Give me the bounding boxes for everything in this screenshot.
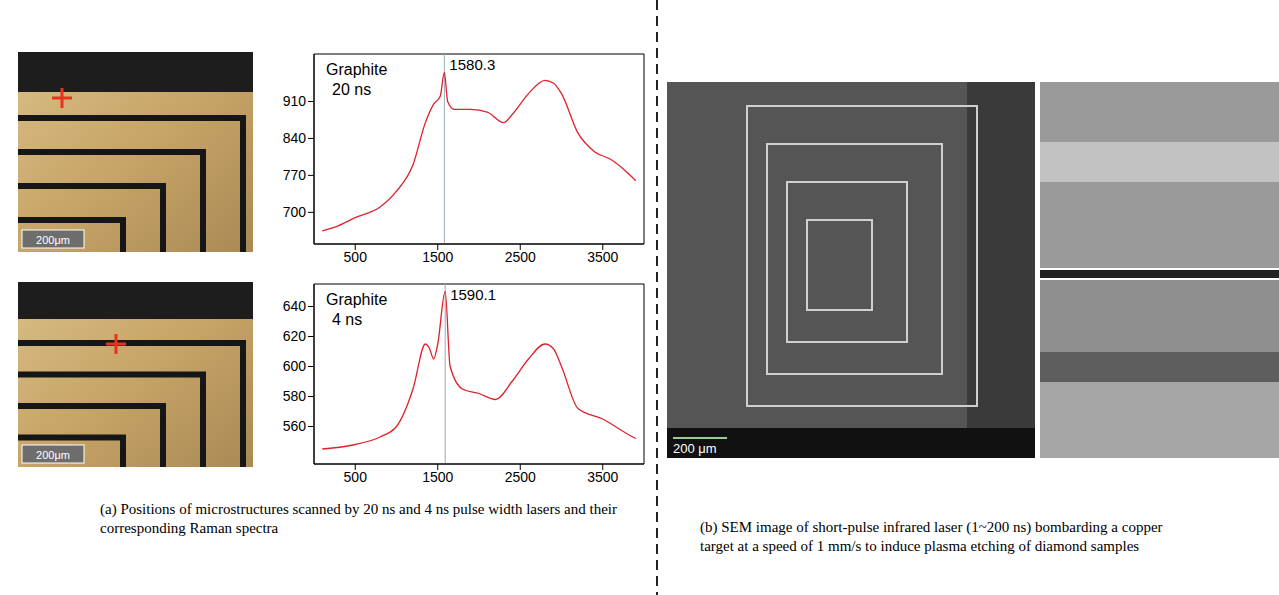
svg-text:770: 770	[283, 167, 307, 183]
svg-text:200μm: 200μm	[36, 449, 70, 461]
html-text:Graphite: Graphite	[326, 61, 388, 78]
svg-text:500: 500	[344, 249, 368, 265]
svg-text:1500: 1500	[422, 469, 453, 485]
html-text:Graphite: Graphite	[326, 291, 388, 308]
html-text:(b) SEM image of short-pulse i: (b) SEM image of short-pulse infrared la…	[700, 519, 1163, 554]
svg-text:700: 700	[283, 204, 307, 220]
svg-text:2500: 2500	[505, 249, 536, 265]
html-text:4 ns: 4 ns	[332, 311, 363, 328]
svg-text:3500: 3500	[587, 249, 618, 265]
svg-text:1590.1: 1590.1	[450, 286, 496, 303]
svg-text:620: 620	[283, 328, 307, 344]
svg-text:200 μm: 200 μm	[673, 441, 717, 456]
svg-text:500: 500	[344, 469, 368, 485]
html-text:20 ns: 20 ns	[332, 81, 372, 98]
svg-text:910: 910	[283, 93, 307, 109]
svg-text:840: 840	[283, 130, 307, 146]
svg-text:1500: 1500	[422, 249, 453, 265]
svg-text:200μm: 200μm	[36, 234, 70, 246]
svg-text:600: 600	[283, 358, 307, 374]
svg-text:580: 580	[283, 388, 307, 404]
svg-text:560: 560	[283, 418, 307, 434]
svg-text:2500: 2500	[505, 469, 536, 485]
svg-text:1580.3: 1580.3	[449, 56, 495, 73]
html-text:(a) Positions of microstructur: (a) Positions of microstructures scanned…	[100, 501, 617, 536]
svg-text:640: 640	[283, 298, 307, 314]
svg-text:3500: 3500	[587, 469, 618, 485]
